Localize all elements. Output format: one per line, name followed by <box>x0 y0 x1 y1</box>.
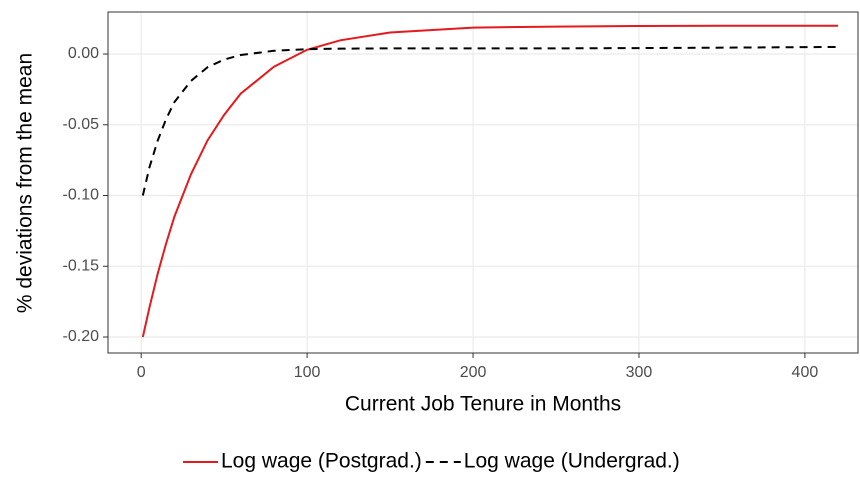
y-tick-label: -0.10 <box>63 187 100 204</box>
y-tick-label: -0.20 <box>63 328 100 345</box>
legend-label: Log wage (Postgrad.) <box>221 450 422 473</box>
series-line <box>141 24 839 338</box>
x-tick-label: 400 <box>792 364 819 381</box>
legend-label: Log wage (Undergrad.) <box>464 450 680 473</box>
x-tick-label: 200 <box>460 364 487 381</box>
x-axis-title: Current Job Tenure in Months <box>345 393 621 416</box>
y-axis-title: % deviations from the mean <box>14 53 37 313</box>
series-line <box>141 45 839 196</box>
y-tick-label: -0.15 <box>63 257 100 274</box>
plot-border <box>107 11 859 354</box>
x-tick-label: 300 <box>626 364 653 381</box>
x-tick-label: 0 <box>137 364 146 381</box>
y-tick-label: 0.00 <box>68 45 99 62</box>
x-tick-label: 100 <box>294 364 321 381</box>
y-tick-label: -0.05 <box>63 116 100 133</box>
